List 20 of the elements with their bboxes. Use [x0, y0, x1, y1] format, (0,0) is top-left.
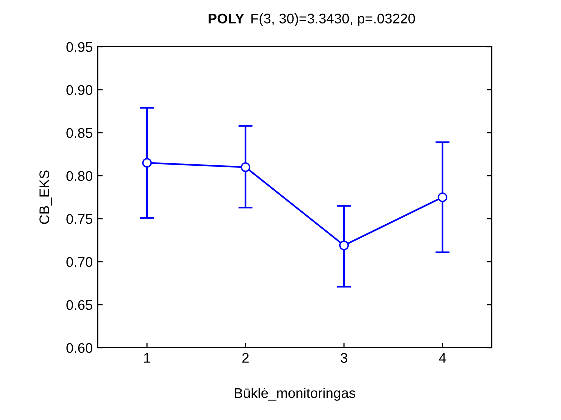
chart-title: POLY	[208, 14, 244, 24]
y-tick-label: 0.65	[66, 300, 93, 310]
y-tick-label: 0.95	[66, 42, 93, 52]
point	[438, 192, 448, 202]
y-tick-label: 0.80	[66, 171, 93, 182]
y-tick-label: 0.70	[66, 257, 93, 268]
x-tick-label: 1	[144, 353, 150, 363]
point	[240, 162, 251, 172]
y-tick-label: 0.90	[66, 85, 93, 96]
x-tick-label: 3	[340, 353, 348, 364]
point	[339, 240, 350, 251]
y-axis-title: CB_EKS	[40, 170, 52, 224]
y-tick-label: 0.85	[66, 128, 93, 138]
y-tick-label: 0.60	[66, 343, 93, 354]
y-tick-label: 0.75	[66, 214, 93, 224]
x-tick-label: 4	[439, 353, 446, 363]
chart-subtitle: F(3, 30)=3.3430, p=.03220	[252, 14, 416, 26]
x-axis-title: Būklė_monitoringas	[235, 388, 356, 401]
point	[142, 158, 152, 168]
x-tick-label: 2	[242, 353, 249, 363]
